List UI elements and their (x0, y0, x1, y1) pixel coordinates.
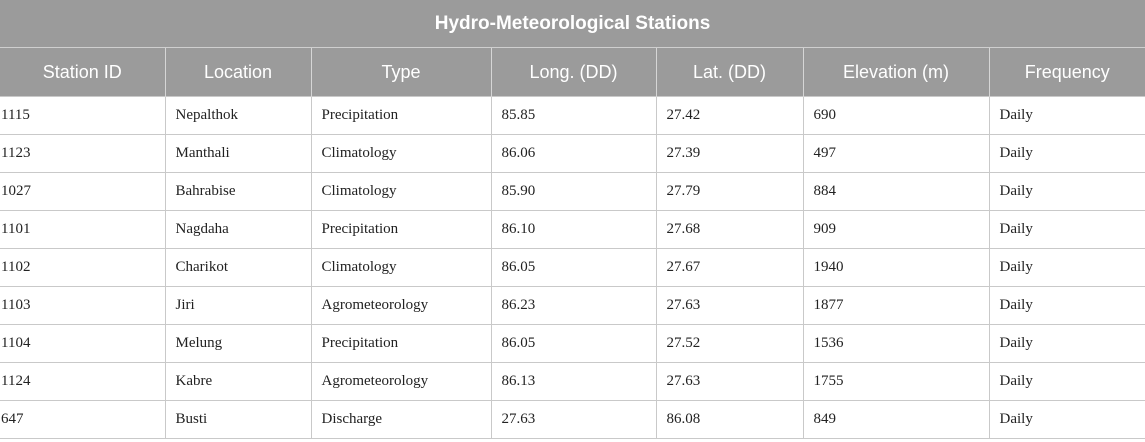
cell-longitude: 85.90 (490, 172, 657, 211)
cell-elevation: 849 (802, 400, 990, 439)
header-longitude: Long. (DD) (490, 47, 656, 97)
cell-station-id: 1115 (0, 96, 166, 135)
cell-frequency: Daily (988, 134, 1145, 173)
header-station-id: Station ID (0, 47, 165, 97)
table-row: 647 Busti Discharge 27.63 86.08 849 Daily (0, 400, 1145, 439)
table-row: 1103 Jiri Agrometeorology 86.23 27.63 1877 Dai… (0, 286, 1145, 325)
cell-frequency: Daily (988, 210, 1145, 249)
cell-longitude: 86.06 (490, 134, 657, 173)
header-frequency: Frequency (988, 47, 1145, 97)
cell-latitude: 27.79 (655, 172, 804, 211)
cell-station-id: 1123 (0, 134, 166, 173)
cell-frequency: Daily (988, 362, 1145, 401)
table-row: 1101 Nagdaha Precipitation 86.10 27.68 909 Dai… (0, 210, 1145, 249)
cell-latitude: 86.08 (655, 400, 804, 439)
header-latitude: Lat. (DD) (655, 47, 803, 97)
cell-latitude: 27.52 (655, 324, 804, 363)
cell-frequency: Daily (988, 172, 1145, 211)
cell-longitude: 86.13 (490, 362, 657, 401)
cell-location: Melung (164, 324, 312, 363)
cell-location: Bahrabise (164, 172, 312, 211)
cell-type: Precipitation (310, 210, 492, 249)
cell-elevation: 1940 (802, 248, 990, 287)
cell-elevation: 497 (802, 134, 990, 173)
table-body: 1115 Nepalthok Precipitation 85.85 27.42 690 D… (0, 96, 1145, 439)
header-type: Type (310, 47, 491, 97)
header-elevation: Elevation (m) (802, 47, 989, 97)
cell-latitude: 27.63 (655, 286, 804, 325)
cell-longitude: 86.05 (490, 248, 657, 287)
cell-elevation: 1877 (802, 286, 990, 325)
cell-type: Discharge (310, 400, 492, 439)
table-row: 1124 Kabre Agrometeorology 86.13 27.63 1755 Da… (0, 362, 1145, 401)
cell-location: Nepalthok (164, 96, 312, 135)
cell-elevation: 690 (802, 96, 990, 135)
cell-frequency: Daily (988, 286, 1145, 325)
cell-longitude: 86.23 (490, 286, 657, 325)
cell-type: Precipitation (310, 96, 492, 135)
cell-elevation: 909 (802, 210, 990, 249)
cell-frequency: Daily (988, 248, 1145, 287)
cell-elevation: 884 (802, 172, 990, 211)
cell-latitude: 27.39 (655, 134, 804, 173)
cell-longitude: 27.63 (490, 400, 657, 439)
table-title: Hydro-Meteorological Stations (0, 0, 1145, 48)
cell-type: Climatology (310, 248, 492, 287)
cell-location: Jiri (164, 286, 312, 325)
cell-location: Kabre (164, 362, 312, 401)
cell-station-id: 1101 (0, 210, 166, 249)
cell-latitude: 27.42 (655, 96, 804, 135)
cell-station-id: 1104 (0, 324, 166, 363)
cell-station-id: 647 (0, 400, 166, 439)
cell-station-id: 1103 (0, 286, 166, 325)
cell-elevation: 1755 (802, 362, 990, 401)
table-row: 1027 Bahrabise Climatology 85.90 27.79 884 Dai… (0, 172, 1145, 211)
table-row: 1104 Melung Precipitation 86.05 27.52 1536 Dai… (0, 324, 1145, 363)
cell-elevation: 1536 (802, 324, 990, 363)
header-row: Station ID Location Type Long. (DD) Lat.… (0, 47, 1145, 97)
cell-longitude: 85.85 (490, 96, 657, 135)
cell-location: Charikot (164, 248, 312, 287)
cell-type: Climatology (310, 134, 492, 173)
cell-frequency: Daily (988, 96, 1145, 135)
cell-longitude: 86.05 (490, 324, 657, 363)
cell-location: Manthali (164, 134, 312, 173)
cell-frequency: Daily (988, 400, 1145, 439)
cell-latitude: 27.68 (655, 210, 804, 249)
cell-longitude: 86.10 (490, 210, 657, 249)
cell-station-id: 1124 (0, 362, 166, 401)
cell-location: Nagdaha (164, 210, 312, 249)
cell-type: Agrometeorology (310, 362, 492, 401)
table-row: 1123 Manthali Climatology 86.06 27.39 497 Dail… (0, 134, 1145, 173)
table-row: 1115 Nepalthok Precipitation 85.85 27.42 690 D… (0, 96, 1145, 135)
cell-station-id: 1102 (0, 248, 166, 287)
cell-frequency: Daily (988, 324, 1145, 363)
table-row: 1102 Charikot Climatology 86.05 27.67 1940 Dai… (0, 248, 1145, 287)
cell-latitude: 27.63 (655, 362, 804, 401)
cell-station-id: 1027 (0, 172, 166, 211)
cell-location: Busti (164, 400, 312, 439)
cell-type: Precipitation (310, 324, 492, 363)
cell-latitude: 27.67 (655, 248, 804, 287)
cell-type: Climatology (310, 172, 492, 211)
header-location: Location (164, 47, 311, 97)
title-row: Hydro-Meteorological Stations (0, 0, 1145, 48)
cell-type: Agrometeorology (310, 286, 492, 325)
